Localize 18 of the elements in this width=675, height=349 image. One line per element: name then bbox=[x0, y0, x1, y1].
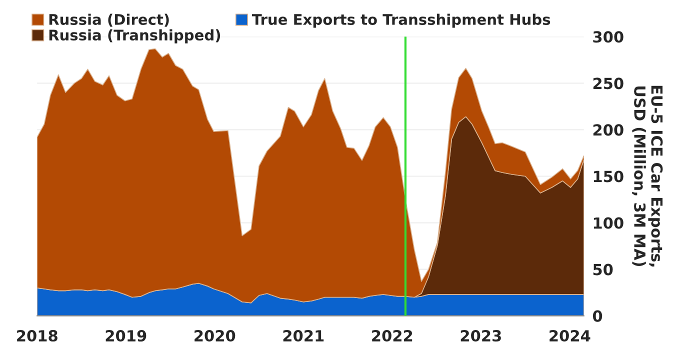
x-tick-label: 2022 bbox=[372, 330, 412, 342]
y-tick-label: 150 bbox=[594, 170, 624, 182]
y-tick-label: 300 bbox=[593, 31, 624, 43]
y-tick-label: 200 bbox=[593, 124, 624, 136]
x-tick-label: 2023 bbox=[460, 330, 501, 342]
y-tick-label: 100 bbox=[594, 217, 624, 229]
x-tick-label: 2018 bbox=[17, 330, 58, 342]
legend-label: Russia (Transhipped) bbox=[49, 29, 220, 44]
x-tick-label: 2021 bbox=[283, 330, 324, 342]
y-tick-label: 250 bbox=[593, 78, 624, 90]
x-tick-label: 2020 bbox=[194, 330, 236, 342]
x-tick-label: 2019 bbox=[106, 330, 146, 342]
y-axis-title: EU-5 ICE Car Exports, USD (Million, 3M MA) bbox=[632, 86, 663, 266]
x-tick-label: 2024 bbox=[550, 330, 590, 342]
legend-label: Russia (Direct) bbox=[49, 14, 169, 27]
y-tick-label: 0 bbox=[592, 310, 602, 322]
y-tick-label: 50 bbox=[593, 264, 613, 276]
legend-label: True Exports to Transshipment Hubs bbox=[252, 14, 550, 28]
